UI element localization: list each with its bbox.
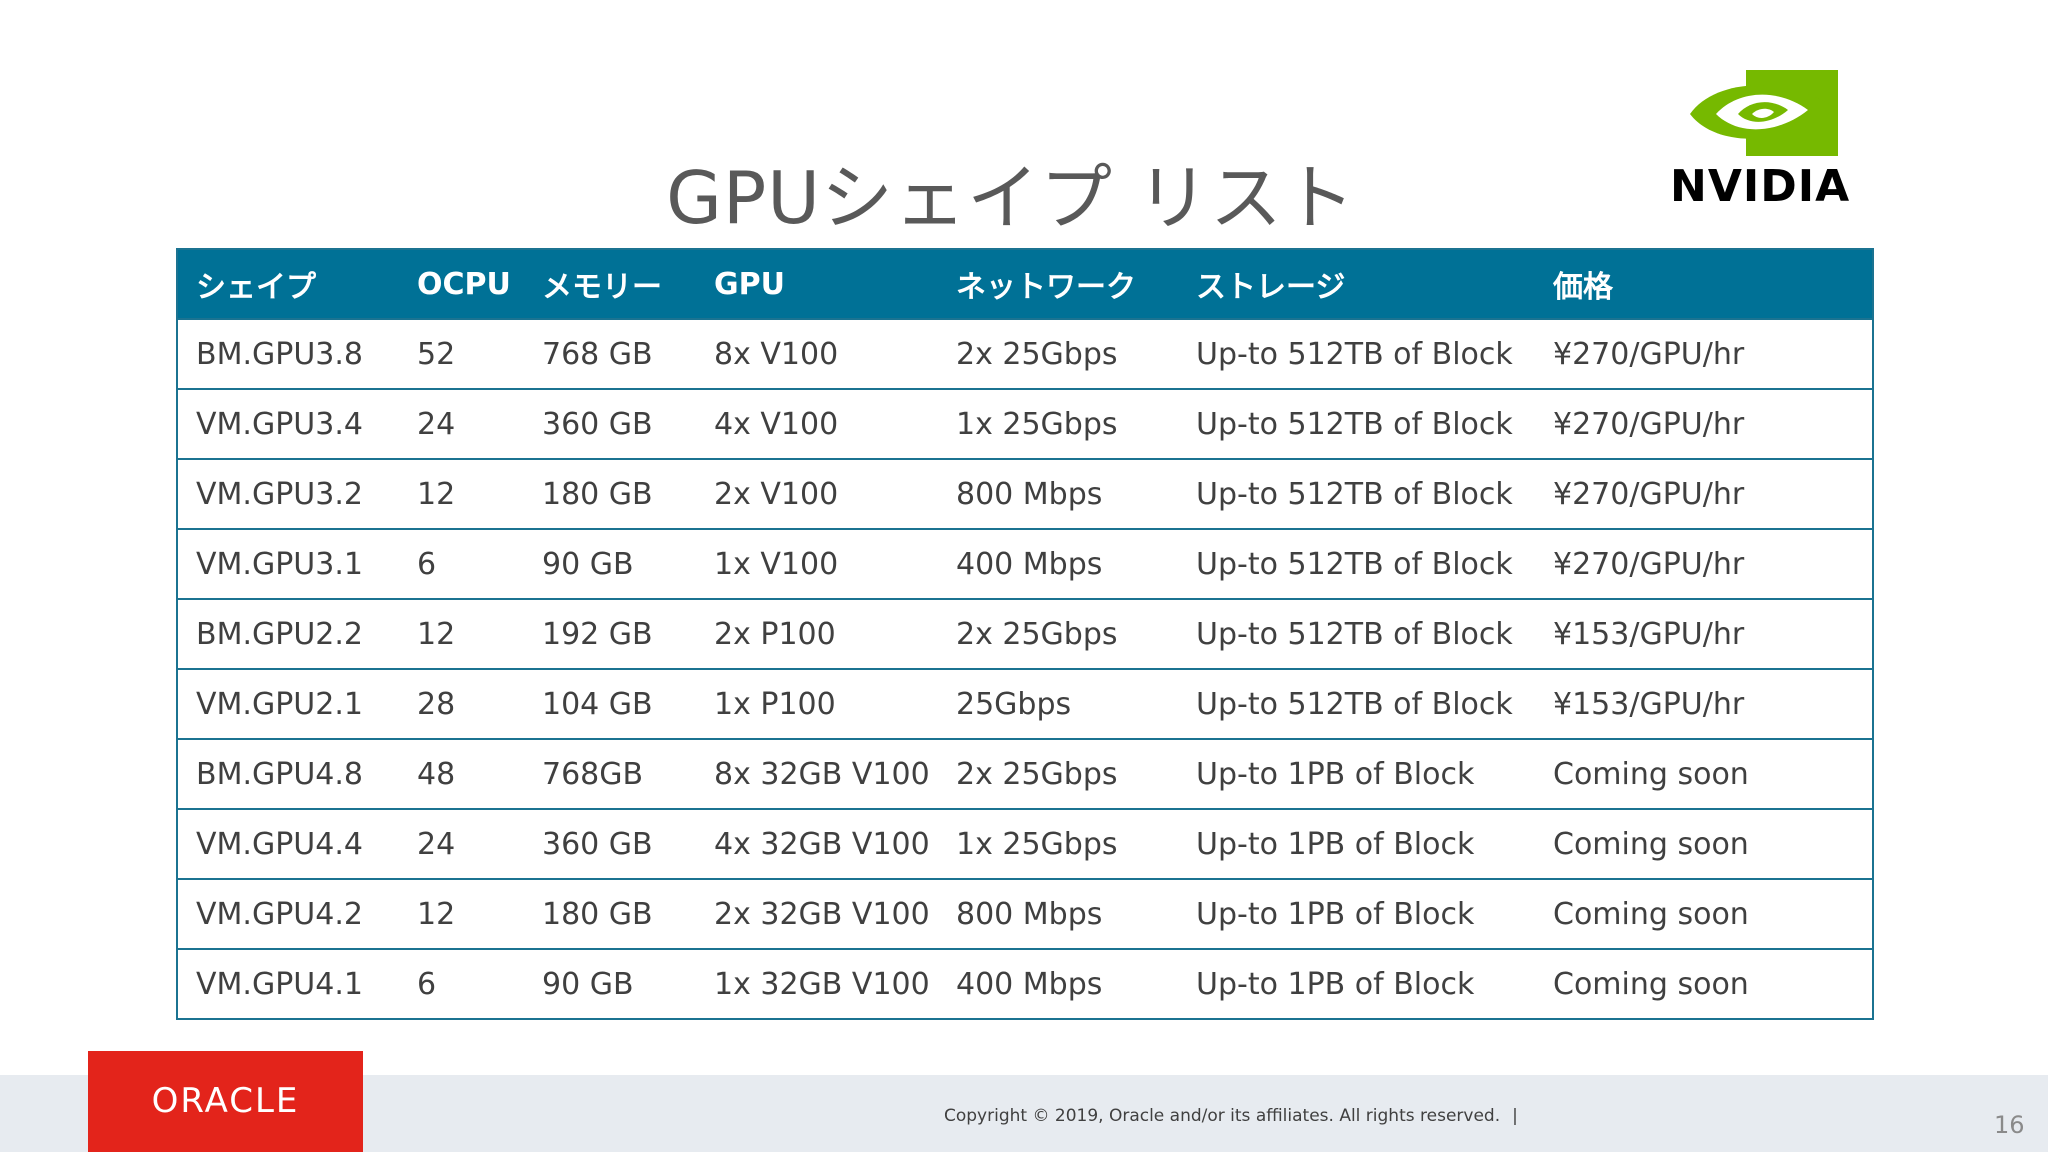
- cell-shape: BM.GPU3.8: [196, 336, 364, 372]
- cell-memory: 768 GB: [542, 336, 653, 372]
- cell-storage: Up-to 512TB of Block: [1196, 406, 1513, 442]
- cell-gpu: 8x V100: [714, 336, 839, 372]
- table-row: BM.GPU4.8 48 768GB 8x 32GB V100 2x 25Gbp…: [177, 739, 1873, 809]
- cell-ocpu: 12: [417, 896, 456, 932]
- cell-memory: 104 GB: [542, 686, 653, 722]
- column-header-gpu: GPU: [714, 266, 785, 302]
- slide-title: GPUシェイプ リスト: [666, 156, 1356, 241]
- nvidia-wordmark: NVIDIA: [1670, 161, 1851, 212]
- table-row: VM.GPU3.4 24 360 GB 4x V100 1x 25Gbps Up…: [177, 389, 1873, 459]
- cell-price: Coming soon: [1553, 826, 1749, 862]
- column-header-ocpu: OCPU: [417, 266, 511, 302]
- cell-gpu: 4x V100: [714, 406, 839, 442]
- cell-price: ¥270/GPU/hr: [1553, 406, 1745, 442]
- column-header-price: 価格: [1553, 270, 1613, 305]
- cell-ocpu: 28: [417, 686, 456, 722]
- column-header-network: ネットワーク: [956, 270, 1136, 305]
- cell-ocpu: 52: [417, 336, 456, 372]
- cell-price: Coming soon: [1553, 896, 1749, 932]
- copyright-notice: Copyright © 2019, Oracle and/or its affi…: [944, 1104, 1518, 1128]
- cell-gpu: 1x P100: [714, 686, 836, 722]
- cell-shape: BM.GPU2.2: [196, 616, 364, 652]
- cell-memory: 768GB: [542, 756, 644, 792]
- cell-network: 2x 25Gbps: [956, 336, 1118, 372]
- cell-storage: Up-to 1PB of Block: [1196, 756, 1475, 792]
- cell-storage: Up-to 512TB of Block: [1196, 546, 1513, 582]
- cell-price: Coming soon: [1553, 966, 1749, 1002]
- cell-network: 800 Mbps: [956, 476, 1103, 512]
- oracle-wordmark: ORACLE: [151, 1081, 300, 1121]
- cell-shape: VM.GPU4.2: [196, 896, 363, 932]
- cell-gpu: 2x P100: [714, 616, 836, 652]
- cell-shape: VM.GPU2.1: [196, 686, 363, 722]
- cell-shape: VM.GPU4.1: [196, 966, 363, 1002]
- page-number: 16: [1994, 1111, 2025, 1139]
- cell-memory: 90 GB: [542, 546, 634, 582]
- cell-shape: VM.GPU4.4: [196, 826, 363, 862]
- cell-storage: Up-to 1PB of Block: [1196, 966, 1475, 1002]
- table-row: VM.GPU3.1 6 90 GB 1x V100 400 Mbps Up-to…: [177, 529, 1873, 599]
- table-row: VM.GPU4.4 24 360 GB 4x 32GB V100 1x 25Gb…: [177, 809, 1873, 879]
- cell-shape: BM.GPU4.8: [196, 756, 364, 792]
- cell-memory: 180 GB: [542, 476, 653, 512]
- cell-ocpu: 6: [417, 966, 437, 1002]
- cell-ocpu: 48: [417, 756, 456, 792]
- copyright-text: Copyright © 2019, Oracle and/or its affi…: [944, 1106, 1501, 1126]
- cell-price: ¥153/GPU/hr: [1553, 686, 1745, 722]
- cell-gpu: 2x V100: [714, 476, 839, 512]
- cell-price: ¥153/GPU/hr: [1553, 616, 1745, 652]
- cell-price: ¥270/GPU/hr: [1553, 546, 1745, 582]
- cell-storage: Up-to 512TB of Block: [1196, 336, 1513, 372]
- cell-price: Coming soon: [1553, 756, 1749, 792]
- cell-memory: 360 GB: [542, 826, 653, 862]
- cell-network: 2x 25Gbps: [956, 616, 1118, 652]
- table-row: BM.GPU2.2 12 192 GB 2x P100 2x 25Gbps Up…: [177, 599, 1873, 669]
- cell-network: 400 Mbps: [956, 966, 1103, 1002]
- cell-gpu: 4x 32GB V100: [714, 826, 930, 862]
- cell-network: 2x 25Gbps: [956, 756, 1118, 792]
- cell-gpu: 2x 32GB V100: [714, 896, 930, 932]
- cell-network: 1x 25Gbps: [956, 406, 1118, 442]
- cell-shape: VM.GPU3.2: [196, 476, 363, 512]
- cell-network: 400 Mbps: [956, 546, 1103, 582]
- table-row: VM.GPU4.1 6 90 GB 1x 32GB V100 400 Mbps …: [177, 949, 1873, 1019]
- cell-gpu: 1x 32GB V100: [714, 966, 930, 1002]
- nvidia-eye-icon: [1690, 70, 1838, 156]
- column-header-shape: シェイプ: [196, 270, 316, 305]
- table-header-row: シェイプ OCPU メモリー GPU ネットワーク ストレージ 価格: [177, 249, 1873, 319]
- cell-network: 25Gbps: [956, 686, 1072, 722]
- table-row: VM.GPU2.1 28 104 GB 1x P100 25Gbps Up-to…: [177, 669, 1873, 739]
- cell-gpu: 1x V100: [714, 546, 839, 582]
- cell-storage: Up-to 1PB of Block: [1196, 896, 1475, 932]
- cell-price: ¥270/GPU/hr: [1553, 476, 1745, 512]
- copyright-separator: |: [1512, 1106, 1518, 1126]
- gpu-shape-table: シェイプ OCPU メモリー GPU ネットワーク ストレージ 価格 BM.GP…: [176, 248, 1874, 1020]
- cell-shape: VM.GPU3.1: [196, 546, 363, 582]
- cell-storage: Up-to 512TB of Block: [1196, 476, 1513, 512]
- cell-memory: 180 GB: [542, 896, 653, 932]
- cell-ocpu: 24: [417, 826, 456, 862]
- cell-ocpu: 6: [417, 546, 437, 582]
- table-row: BM.GPU3.8 52 768 GB 8x V100 2x 25Gbps Up…: [177, 319, 1873, 389]
- table-row: VM.GPU3.2 12 180 GB 2x V100 800 Mbps Up-…: [177, 459, 1873, 529]
- cell-ocpu: 12: [417, 476, 456, 512]
- cell-memory: 360 GB: [542, 406, 653, 442]
- cell-price: ¥270/GPU/hr: [1553, 336, 1745, 372]
- cell-gpu: 8x 32GB V100: [714, 756, 930, 792]
- cell-storage: Up-to 512TB of Block: [1196, 616, 1513, 652]
- cell-ocpu: 24: [417, 406, 456, 442]
- column-header-storage: ストレージ: [1196, 270, 1346, 305]
- table-row: VM.GPU4.2 12 180 GB 2x 32GB V100 800 Mbp…: [177, 879, 1873, 949]
- cell-storage: Up-to 1PB of Block: [1196, 826, 1475, 862]
- cell-shape: VM.GPU3.4: [196, 406, 363, 442]
- column-header-memory: メモリー: [542, 270, 662, 305]
- cell-network: 800 Mbps: [956, 896, 1103, 932]
- cell-memory: 192 GB: [542, 616, 653, 652]
- cell-ocpu: 12: [417, 616, 456, 652]
- oracle-logo: ORACLE: [88, 1051, 363, 1152]
- cell-memory: 90 GB: [542, 966, 634, 1002]
- cell-storage: Up-to 512TB of Block: [1196, 686, 1513, 722]
- cell-network: 1x 25Gbps: [956, 826, 1118, 862]
- nvidia-logo: NVIDIA: [1666, 66, 1850, 212]
